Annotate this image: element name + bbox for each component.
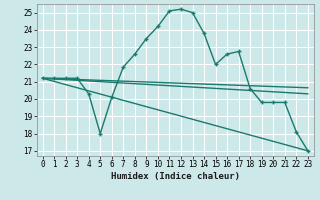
X-axis label: Humidex (Indice chaleur): Humidex (Indice chaleur) (111, 172, 240, 181)
